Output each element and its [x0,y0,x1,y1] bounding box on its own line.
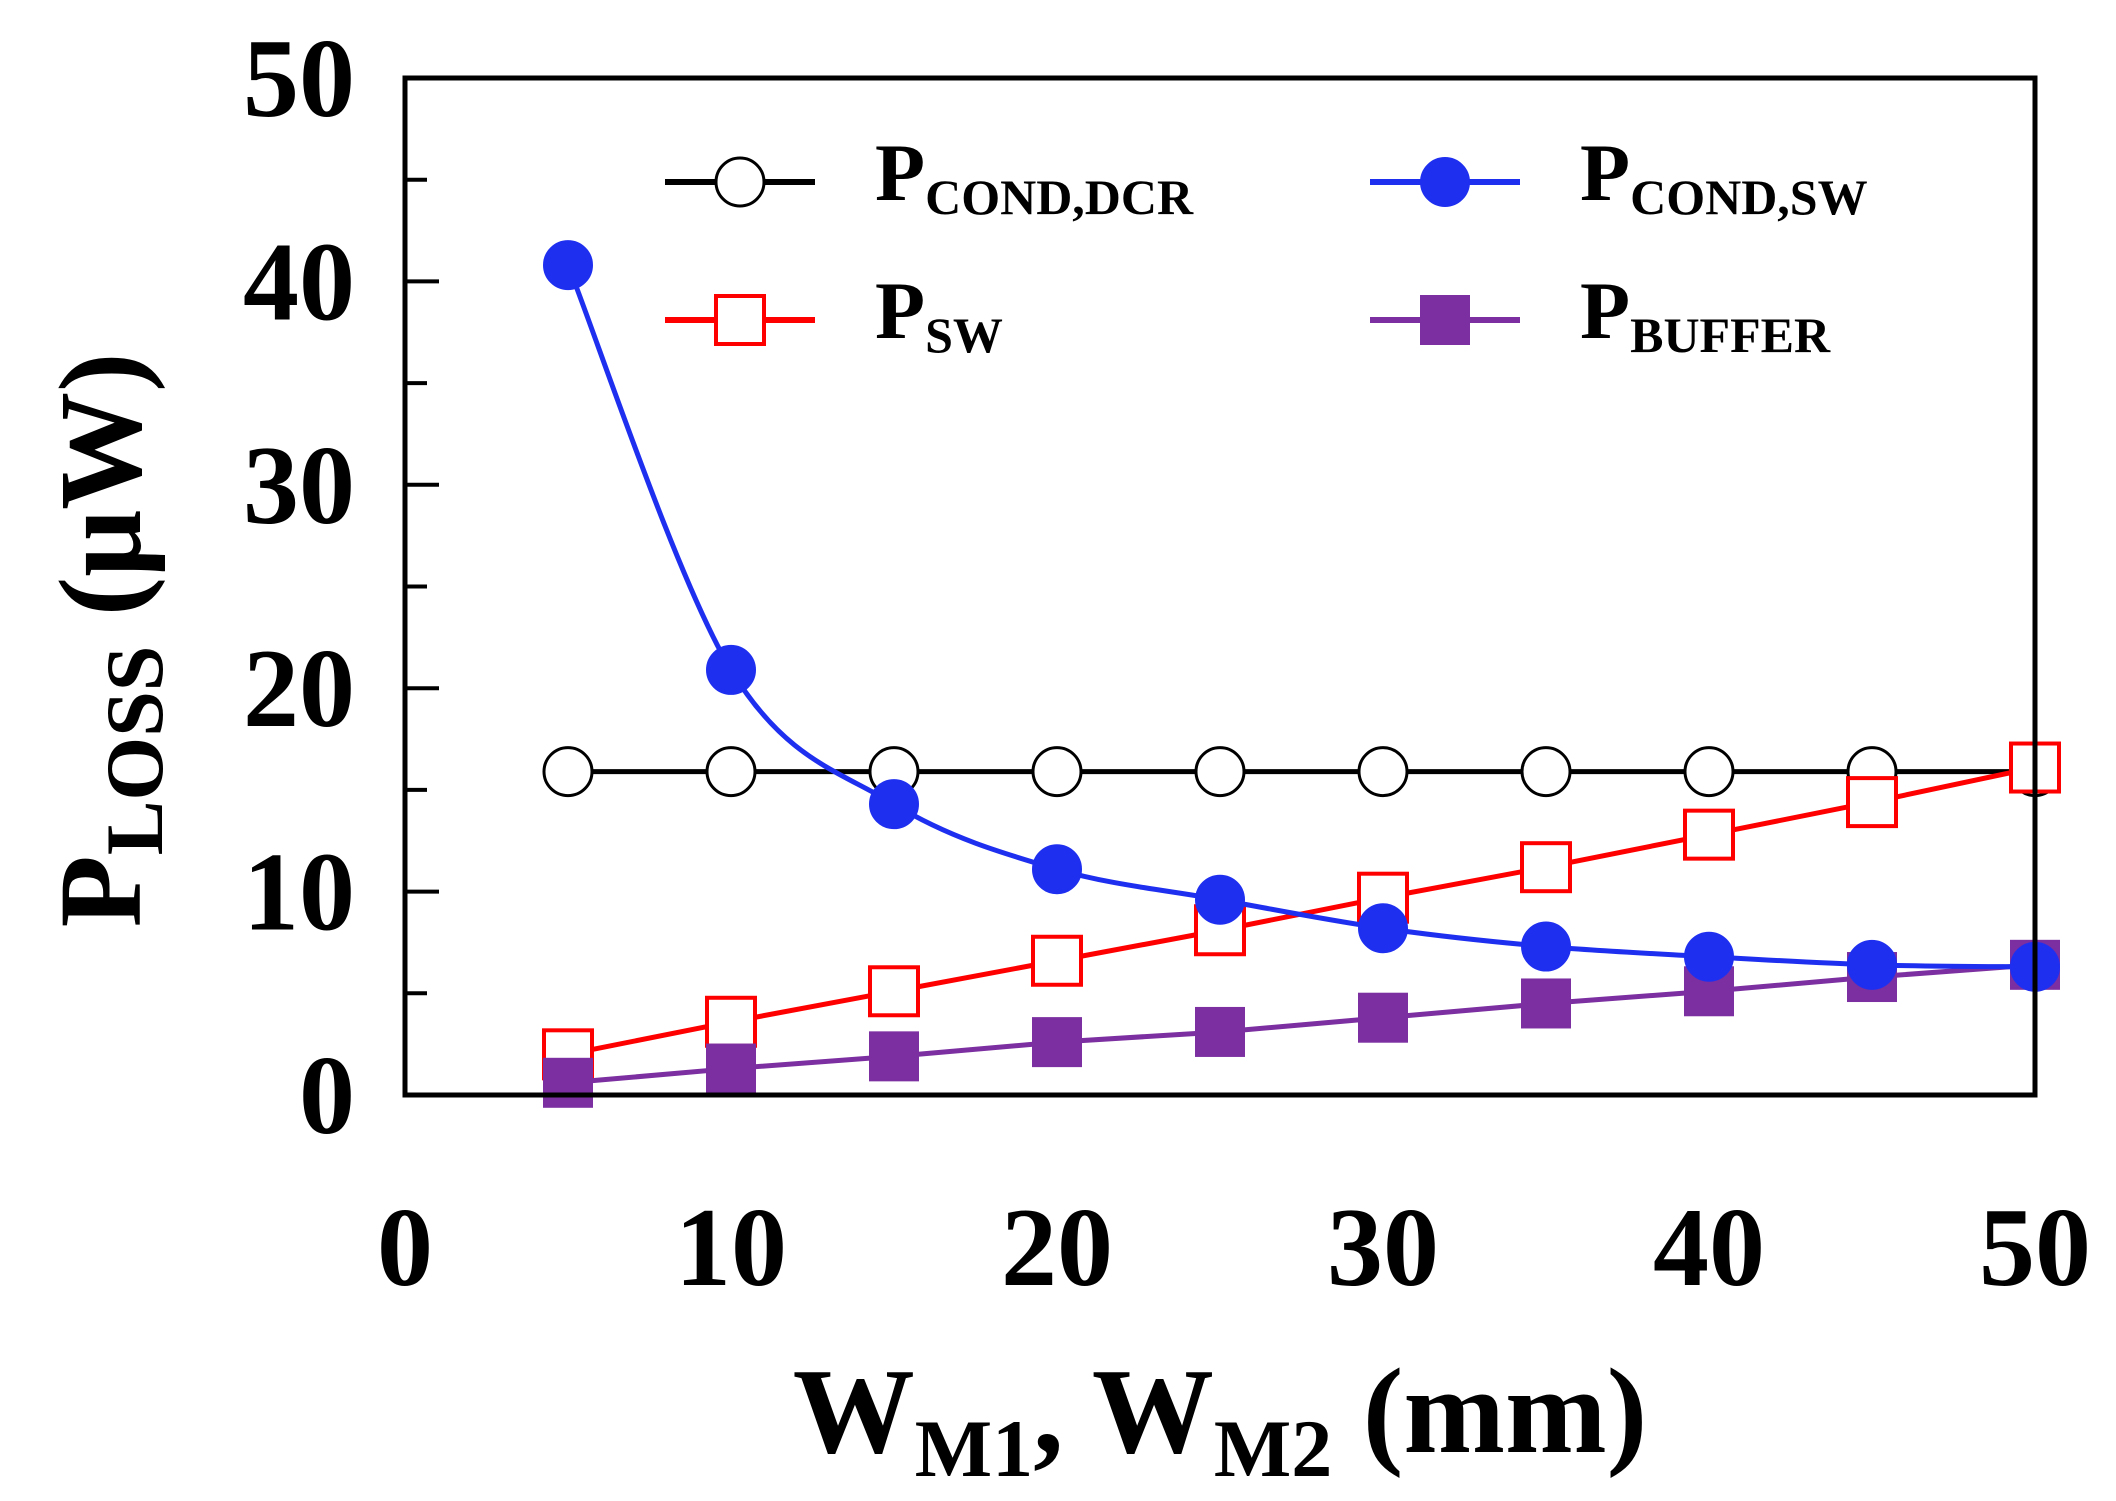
legend-item: PCOND,DCR [665,127,1194,225]
y-tick-label: 20 [243,627,355,751]
series-line [565,264,2036,970]
data-point [1684,931,1734,982]
y-axis-title: PLOSS (μW) [35,353,180,928]
legend-label: PCOND,DCR [875,127,1194,225]
x-axis-title: WM1, WM2 (mm) [793,1344,1648,1494]
data-point [1847,939,1897,990]
data-point [542,746,594,798]
series-p-cond-sw [543,240,2060,992]
data-point [869,1031,919,1082]
data-point [543,1057,593,1108]
data-point [1194,746,1246,798]
x-tick-label: 40 [1653,1186,1765,1310]
series-p-sw [542,741,2061,1081]
legend-item: PCOND,SW [1370,127,1868,225]
x-tick-label: 30 [1327,1186,1439,1310]
legend: PCOND,DCR PCOND,SW PSW PBUFFER [665,127,1868,363]
legend-marker [1420,295,1470,345]
data-point [1520,841,1572,894]
data-point [1357,746,1409,798]
y-tick-label: 50 [243,17,355,141]
data-point [1032,1017,1082,1068]
data-point [706,1043,756,1094]
plot-frame [402,75,2038,1098]
legend-item: PSW [665,265,1003,363]
legend-label: PSW [875,265,1003,363]
legend-marker [1420,157,1470,207]
x-tick-label: 10 [675,1186,787,1310]
series-line [567,765,2036,1057]
legend-label: PBUFFER [1580,265,1831,363]
data-point [705,995,757,1048]
y-tick-label: 30 [243,424,355,548]
data-point [1358,903,1408,954]
data-point [1521,921,1571,972]
data-point [869,779,919,830]
x-tick-label: 0 [377,1186,433,1310]
data-point [868,965,920,1018]
data-point [705,746,757,798]
data-point [1520,746,1572,798]
legend-item: PBUFFER [1370,265,1831,363]
legend-marker [714,294,766,346]
series-p-cond-dcr [542,746,2061,798]
data-point [1683,808,1735,861]
x-tick-label: 50 [1979,1186,2091,1310]
y-tick-label: 10 [243,831,355,955]
data-point [1683,746,1735,798]
data-point [1846,776,1898,829]
data-point [1031,934,1083,987]
legend-label: PCOND,SW [1580,127,1868,225]
data-point [706,644,756,695]
data-point [1031,746,1083,798]
x-tick-label: 20 [1001,1186,1113,1310]
data-point [543,240,593,291]
data-point [1358,992,1408,1043]
y-tick-label: 0 [299,1034,355,1158]
data-point [1195,874,1245,925]
tick-labels: 0 10 20 30 40 50 0 10 20 30 40 50 [243,17,2091,1310]
data-point [1032,844,1082,895]
y-tick-label: 40 [243,220,355,344]
legend-marker [714,156,766,208]
series-layer [542,240,2061,1108]
series-line [567,962,2036,1086]
data-point [1195,1006,1245,1057]
data-point [1521,978,1571,1029]
tick-marks [405,76,439,1097]
